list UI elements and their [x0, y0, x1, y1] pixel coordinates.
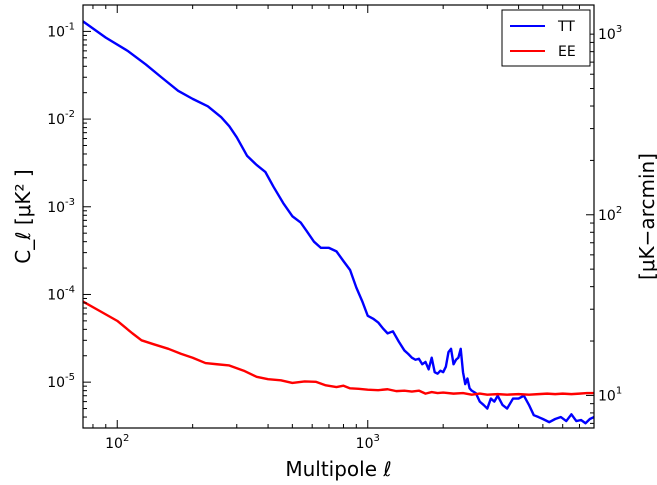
ee-series [82, 300, 594, 396]
y-axis-title-right: [μK−arcmin] [635, 153, 657, 280]
ee-line [82, 300, 594, 396]
x-tick-label: 103 [356, 433, 380, 452]
legend-ee-label: EE [558, 44, 576, 60]
y-tick-label-left: 10-5 [47, 372, 75, 391]
y-tick-label-right: 103 [598, 24, 622, 43]
y-tick-label-left: 10-1 [47, 21, 75, 40]
legend-tt-label: TT [557, 19, 575, 35]
tt-line [82, 20, 595, 425]
legend: TT EE [501, 9, 591, 67]
legend-box [501, 9, 591, 67]
x-axis-title: Multipole ℓ [285, 457, 391, 481]
x-tick-label: 102 [105, 433, 129, 452]
y-axis-title-left: C_ℓ [μK² ] [11, 169, 35, 263]
y-tick-label-left: 10-2 [47, 109, 75, 128]
plot-frame [82, 4, 595, 429]
y-tick-label-right: 102 [598, 205, 622, 224]
y-tick-label-right: 101 [598, 385, 622, 404]
tt-series [82, 20, 595, 425]
y-tick-label-left: 10-4 [47, 284, 75, 303]
y-tick-label-left: 10-3 [47, 197, 75, 216]
axis-ticks: 102 103 10-1 10-2 10-3 10-4 10-5 101 102 103 [47, 4, 622, 452]
